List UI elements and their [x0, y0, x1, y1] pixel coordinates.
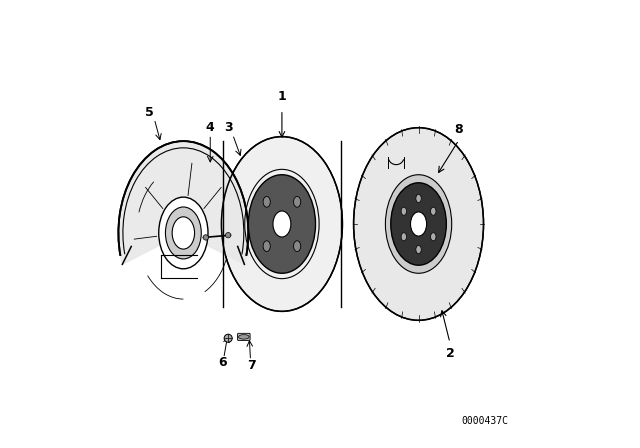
- Ellipse shape: [172, 217, 195, 249]
- Ellipse shape: [391, 183, 446, 265]
- Ellipse shape: [401, 233, 406, 241]
- Ellipse shape: [294, 197, 301, 207]
- Ellipse shape: [401, 207, 406, 215]
- Ellipse shape: [225, 233, 231, 238]
- Text: 6: 6: [218, 356, 227, 370]
- Ellipse shape: [385, 175, 452, 273]
- Ellipse shape: [239, 335, 249, 339]
- Ellipse shape: [410, 212, 427, 236]
- Ellipse shape: [354, 128, 484, 320]
- Ellipse shape: [273, 211, 291, 237]
- Polygon shape: [118, 141, 248, 264]
- Ellipse shape: [416, 246, 421, 254]
- Text: 3: 3: [224, 121, 232, 134]
- Ellipse shape: [416, 194, 421, 202]
- Ellipse shape: [431, 233, 436, 241]
- Text: 7: 7: [248, 358, 256, 372]
- Text: 5: 5: [145, 105, 154, 119]
- Ellipse shape: [159, 197, 208, 269]
- Ellipse shape: [203, 235, 209, 240]
- Ellipse shape: [224, 334, 232, 342]
- Ellipse shape: [431, 207, 436, 215]
- Ellipse shape: [221, 137, 342, 311]
- Ellipse shape: [248, 175, 316, 273]
- Ellipse shape: [263, 241, 270, 251]
- Ellipse shape: [263, 197, 270, 207]
- Text: 0000437C: 0000437C: [461, 416, 508, 426]
- Text: 2: 2: [445, 347, 454, 360]
- FancyBboxPatch shape: [237, 333, 250, 340]
- Text: 8: 8: [454, 122, 463, 135]
- Ellipse shape: [165, 207, 202, 259]
- Text: 4: 4: [206, 121, 214, 134]
- Text: 1: 1: [278, 90, 286, 103]
- Ellipse shape: [294, 241, 301, 251]
